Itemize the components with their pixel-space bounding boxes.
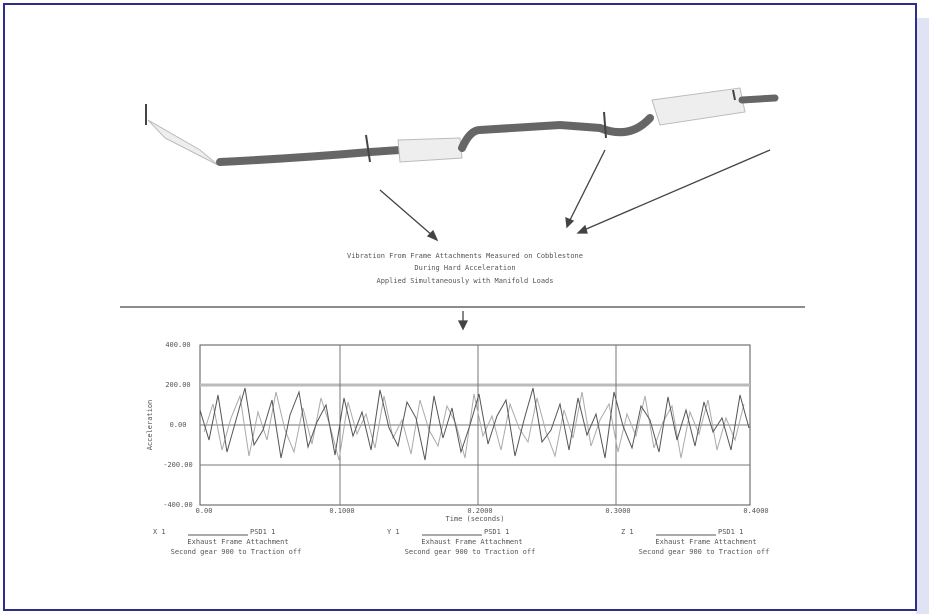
- x-tick-label: 0.4000: [743, 507, 768, 515]
- y-axis-title: Acceleration: [146, 400, 154, 451]
- legend-part: Exhaust Frame Attachment: [421, 538, 522, 546]
- side-strip: [916, 18, 929, 614]
- legend-condition: Second gear 900 to Traction off: [405, 548, 536, 556]
- page: Vibration From Frame Attachments Measure…: [0, 0, 929, 614]
- legend-name: PSD1 1: [250, 528, 275, 536]
- legend-name: PSD1 1: [718, 528, 743, 536]
- figure: Vibration From Frame Attachments Measure…: [0, 0, 929, 614]
- legend-id: Y 1: [387, 528, 400, 536]
- caption-line: Vibration From Frame Attachments Measure…: [347, 252, 583, 260]
- y-tick-label: -200.00: [163, 461, 193, 469]
- y-tick-label: 200.00: [165, 381, 190, 389]
- legend-part: Exhaust Frame Attachment: [655, 538, 756, 546]
- x-tick-label: 0.00: [196, 507, 213, 515]
- legend-name: PSD1 1: [484, 528, 509, 536]
- legend-condition: Second gear 900 to Traction off: [171, 548, 302, 556]
- legend-condition: Second gear 900 to Traction off: [639, 548, 770, 556]
- resonator: [398, 138, 462, 162]
- caption-line: Applied Simultaneously with Manifold Loa…: [376, 277, 553, 285]
- legend-id: Z 1: [621, 528, 634, 536]
- pipe: [742, 98, 775, 100]
- legend-id: X 1: [153, 528, 166, 536]
- y-tick-label: 0.00: [170, 421, 187, 429]
- x-tick-label: 0.1000: [329, 507, 354, 515]
- caption-line: During Hard Acceleration: [414, 264, 515, 272]
- x-tick-label: 0.3000: [605, 507, 630, 515]
- y-tick-label: -400.00: [163, 501, 193, 509]
- y-tick-label: 400.00: [165, 341, 190, 349]
- legend-part: Exhaust Frame Attachment: [187, 538, 288, 546]
- x-tick-label: 0.2000: [467, 507, 492, 515]
- x-axis-title: Time (seconds): [445, 515, 504, 523]
